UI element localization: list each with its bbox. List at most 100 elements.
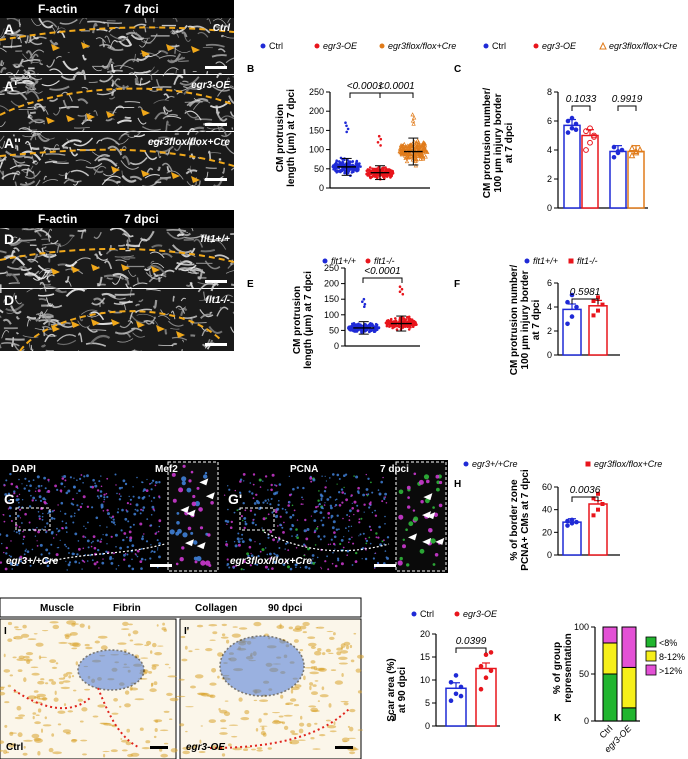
muscle-fiber bbox=[141, 747, 151, 750]
actin-fiber bbox=[39, 133, 55, 140]
nucleus-dot bbox=[319, 538, 322, 541]
nucleus-dot bbox=[277, 503, 280, 507]
actin-fiber bbox=[0, 156, 2, 160]
muscle-fiber bbox=[94, 640, 101, 644]
actin-fiber bbox=[217, 48, 226, 53]
bar bbox=[563, 124, 581, 209]
actin-fiber bbox=[206, 18, 211, 24]
nucleus-dot bbox=[259, 543, 261, 545]
nucleus-dot bbox=[377, 536, 380, 539]
data-point bbox=[483, 652, 489, 657]
p-value-label: <0.0001 bbox=[378, 81, 414, 92]
nucleus-dot bbox=[371, 511, 374, 514]
arrowhead-marker bbox=[151, 266, 160, 273]
nucleus-dot bbox=[39, 543, 43, 547]
nucleus-dot bbox=[47, 490, 51, 493]
actin-fiber bbox=[13, 247, 20, 252]
actin-fiber bbox=[137, 117, 147, 125]
muscle-fiber bbox=[44, 716, 47, 720]
actin-fiber bbox=[25, 79, 39, 87]
actin-fiber bbox=[227, 18, 232, 23]
nucleus-dot bbox=[287, 565, 290, 569]
nucleus-dot bbox=[355, 551, 358, 555]
nucleus-dot bbox=[123, 532, 127, 535]
muscle-fiber bbox=[97, 635, 108, 639]
nucleus-dot bbox=[146, 518, 149, 520]
nucleus-dot bbox=[315, 527, 319, 530]
nucleus-dot bbox=[106, 526, 108, 528]
panel-a-header-left: F-actin bbox=[38, 2, 78, 16]
injury-border-line bbox=[0, 87, 234, 116]
muscle-fiber bbox=[100, 645, 108, 650]
muscle-fiber bbox=[15, 629, 23, 631]
inset-nucleus bbox=[432, 563, 436, 566]
nucleus-dot bbox=[296, 534, 299, 536]
actin-fiber bbox=[37, 309, 48, 316]
nucleus-dot bbox=[239, 558, 242, 560]
nucleus-dot bbox=[227, 508, 229, 511]
tile-divider bbox=[0, 74, 234, 75]
nucleus-dot bbox=[319, 503, 321, 506]
actin-fiber bbox=[5, 270, 13, 277]
muscle-fiber bbox=[151, 682, 154, 686]
y-tick-label: 10 bbox=[420, 675, 430, 685]
nucleus-dot bbox=[28, 480, 31, 483]
inset-nucleus bbox=[397, 560, 403, 566]
nucleus-dot bbox=[135, 503, 139, 507]
legend-label: >12% bbox=[659, 666, 682, 676]
actin-fiber bbox=[121, 155, 131, 166]
nucleus-dot bbox=[64, 486, 66, 488]
channel-label: DAPI bbox=[12, 464, 36, 475]
actin-fiber bbox=[65, 288, 86, 298]
actin-fiber bbox=[111, 79, 130, 89]
actin-fiber bbox=[182, 85, 203, 90]
actin-fiber bbox=[4, 72, 19, 82]
muscle-fiber bbox=[258, 718, 262, 723]
panel-letter: A'' bbox=[4, 135, 21, 151]
nucleus-dot bbox=[293, 509, 296, 512]
actin-fiber bbox=[23, 228, 41, 231]
actin-fiber bbox=[187, 271, 199, 274]
actin-fiber bbox=[15, 316, 20, 320]
nucleus-dot bbox=[5, 479, 8, 482]
inset-nucleus bbox=[210, 501, 214, 505]
nucleus-dot bbox=[110, 562, 114, 565]
nucleus-dot bbox=[149, 557, 152, 560]
nucleus-dot bbox=[250, 554, 254, 557]
arrowhead-marker bbox=[91, 264, 100, 271]
muscle-fiber bbox=[175, 695, 186, 698]
actin-fiber bbox=[132, 29, 137, 34]
legend-marker bbox=[533, 43, 539, 49]
nucleus-dot bbox=[89, 485, 93, 489]
actin-fiber bbox=[98, 251, 103, 256]
actin-fiber bbox=[77, 320, 90, 328]
inset-nucleus bbox=[408, 521, 414, 527]
nucleus-dot bbox=[237, 543, 241, 547]
muscle-fiber bbox=[64, 634, 70, 640]
actin-fiber bbox=[187, 128, 196, 136]
nucleus-dot bbox=[243, 568, 245, 571]
actin-fiber bbox=[96, 90, 115, 96]
nucleus-dot bbox=[357, 486, 360, 490]
muscle-fiber bbox=[58, 641, 68, 644]
nucleus-dot bbox=[78, 489, 81, 492]
actin-fiber bbox=[164, 95, 175, 101]
nucleus-dot bbox=[330, 517, 333, 519]
y-tick-label: 50 bbox=[329, 325, 339, 335]
nucleus-dot bbox=[134, 508, 137, 511]
actin-fiber bbox=[16, 145, 19, 151]
actin-fiber bbox=[99, 75, 114, 83]
nucleus-dot bbox=[320, 497, 323, 500]
nucleus-dot bbox=[274, 515, 278, 519]
nucleus-dot bbox=[319, 511, 323, 514]
y-tick-label: 250 bbox=[309, 87, 324, 97]
nucleus-dot bbox=[239, 491, 241, 494]
actin-fiber bbox=[218, 127, 228, 138]
actin-fiber bbox=[146, 289, 161, 292]
nucleus-dot bbox=[274, 553, 276, 556]
legend-label: flt1-/- bbox=[577, 256, 598, 266]
actin-fiber bbox=[18, 108, 38, 110]
nucleus-dot bbox=[12, 494, 14, 496]
nucleus-dot bbox=[18, 478, 20, 481]
actin-fiber bbox=[41, 243, 61, 246]
